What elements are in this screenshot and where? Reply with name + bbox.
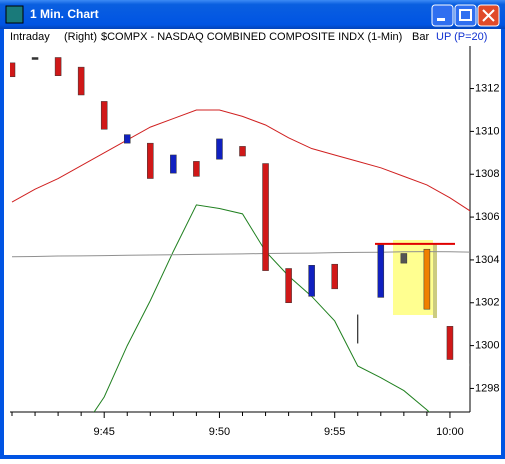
y-tick-label: 1300 — [475, 340, 499, 352]
x-tick-label: 9:55 — [324, 426, 345, 438]
candle — [170, 154, 177, 174]
candle — [423, 248, 431, 310]
maximize-button[interactable] — [454, 4, 477, 27]
y-tick-label: 1306 — [475, 211, 499, 223]
minimize-icon — [437, 18, 445, 21]
y-tick-label: 1310 — [475, 125, 499, 137]
candle — [262, 163, 269, 271]
candle — [216, 138, 223, 160]
maximize-icon — [459, 9, 472, 21]
y-tick-label: 1312 — [475, 82, 499, 94]
candle — [308, 265, 315, 297]
candle — [77, 66, 85, 96]
candle — [400, 253, 408, 264]
candle — [54, 57, 62, 76]
indicator-line — [11, 251, 470, 258]
x-tick-label: 9:50 — [209, 426, 230, 438]
axis-label: (Right) — [64, 31, 97, 43]
y-tick-label: 1298 — [475, 382, 499, 394]
y-tick-label: 1302 — [475, 297, 499, 309]
x-tick-label: 9:45 — [93, 426, 114, 438]
candle — [124, 134, 131, 144]
style-label: Bar — [412, 31, 429, 43]
candle — [147, 142, 154, 179]
mode-label: Intraday — [10, 31, 50, 43]
indicator-label: UP (P=20) — [436, 31, 487, 43]
close-icon — [482, 9, 495, 22]
symbol-label: $COMPX - NASDAQ COMBINED COMPOSITE INDX … — [101, 31, 402, 43]
candle — [100, 101, 108, 130]
candle — [10, 62, 16, 78]
x-tick-label: 10:00 — [436, 426, 464, 438]
candle — [357, 314, 359, 344]
y-tick-label: 1304 — [475, 254, 499, 266]
minimize-button[interactable] — [431, 4, 454, 27]
app-icon — [5, 5, 24, 24]
candle — [239, 146, 246, 157]
candle — [377, 244, 385, 298]
title-bar — [0, 0, 505, 29]
candle — [193, 161, 200, 177]
indicator-line — [11, 109, 470, 212]
plot — [10, 57, 470, 412]
window-title: 1 Min. Chart — [30, 7, 99, 21]
y-tick-label: 1308 — [475, 168, 499, 180]
candle — [285, 268, 292, 304]
candle — [31, 57, 39, 60]
highlight-shadow — [433, 243, 437, 318]
candle — [331, 263, 338, 290]
candle — [446, 326, 454, 360]
